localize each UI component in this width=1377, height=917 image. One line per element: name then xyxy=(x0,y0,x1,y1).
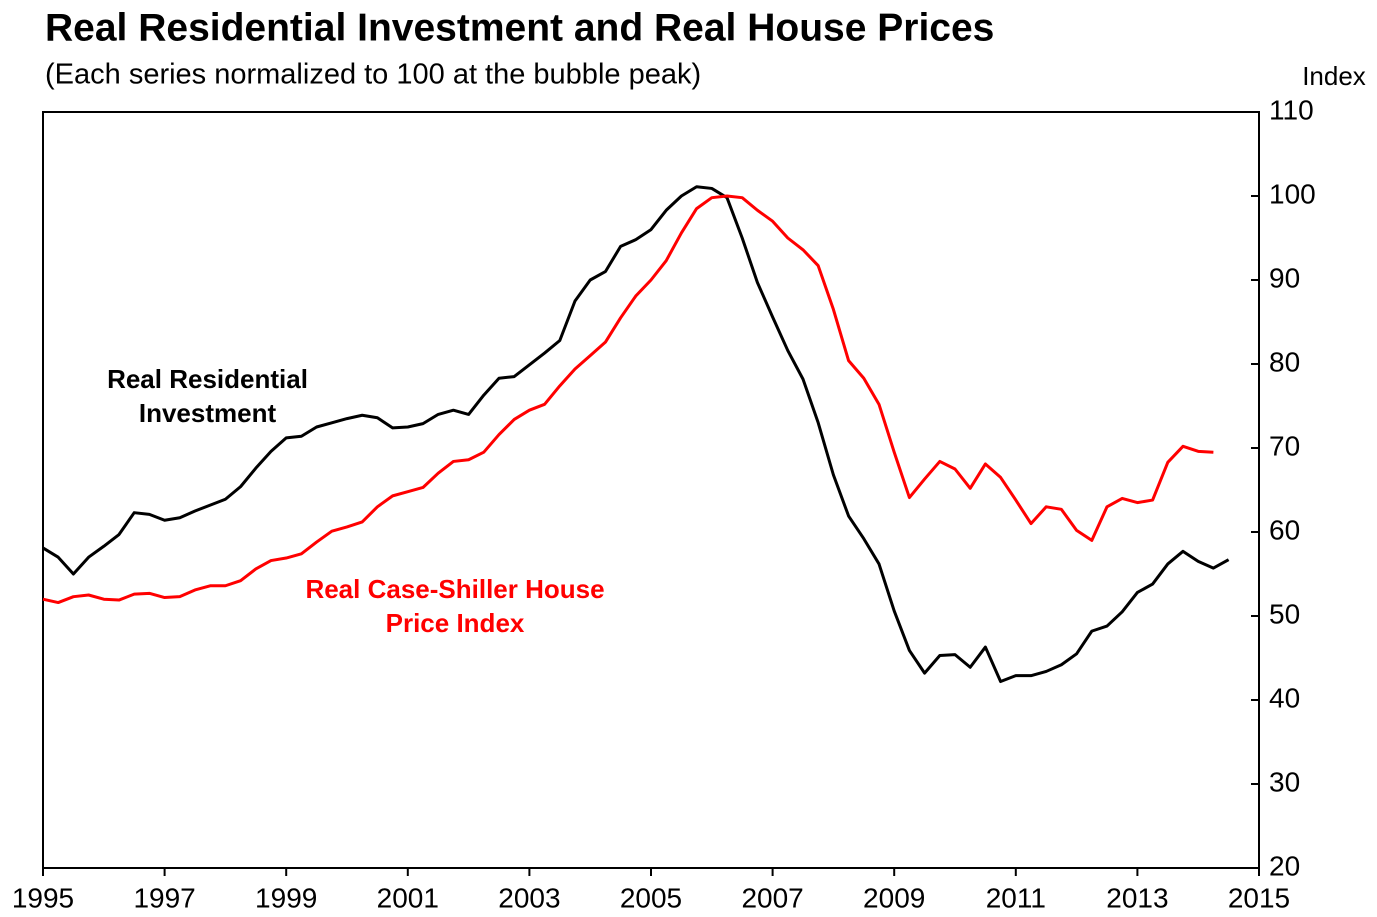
series-label: Real Residential Investment xyxy=(107,364,308,428)
y-axis-label: Index xyxy=(1302,61,1366,91)
x-tick-label: 1999 xyxy=(255,882,317,913)
x-tick-label: 2015 xyxy=(1228,882,1290,913)
x-tick-label: 1995 xyxy=(12,882,74,913)
plot-frame xyxy=(42,111,1260,869)
y-tick-label: 60 xyxy=(1269,514,1300,545)
x-tick-label: 2003 xyxy=(498,882,560,913)
x-tick-label: 2013 xyxy=(1106,882,1168,913)
y-tick-label: 70 xyxy=(1269,430,1300,461)
y-tick-label: 40 xyxy=(1269,682,1300,713)
y-tick-label: 100 xyxy=(1269,178,1316,209)
x-tick-label: 2011 xyxy=(986,882,1046,913)
y-tick-label: 50 xyxy=(1269,598,1300,629)
y-tick-label: 80 xyxy=(1269,346,1300,377)
chart-title: Real Residential Investment and Real Hou… xyxy=(45,6,994,49)
series-line xyxy=(42,185,1230,684)
y-tick-label: 20 xyxy=(1269,850,1300,881)
x-tick-label: 2007 xyxy=(741,882,803,913)
x-tick-label: 2001 xyxy=(377,882,439,913)
x-tick-label: 2005 xyxy=(620,882,682,913)
y-tick-label: 90 xyxy=(1269,262,1300,293)
x-tick-label: 2009 xyxy=(863,882,925,913)
series-label: Real Case-Shiller House Price Index xyxy=(305,574,605,638)
x-tick-label: 1997 xyxy=(133,882,195,913)
chart-subtitle: (Each series normalized to 100 at the bu… xyxy=(45,59,701,91)
series-line xyxy=(42,194,1214,605)
y-tick-label: 110 xyxy=(1269,94,1314,125)
y-tick-label: 30 xyxy=(1269,766,1300,797)
